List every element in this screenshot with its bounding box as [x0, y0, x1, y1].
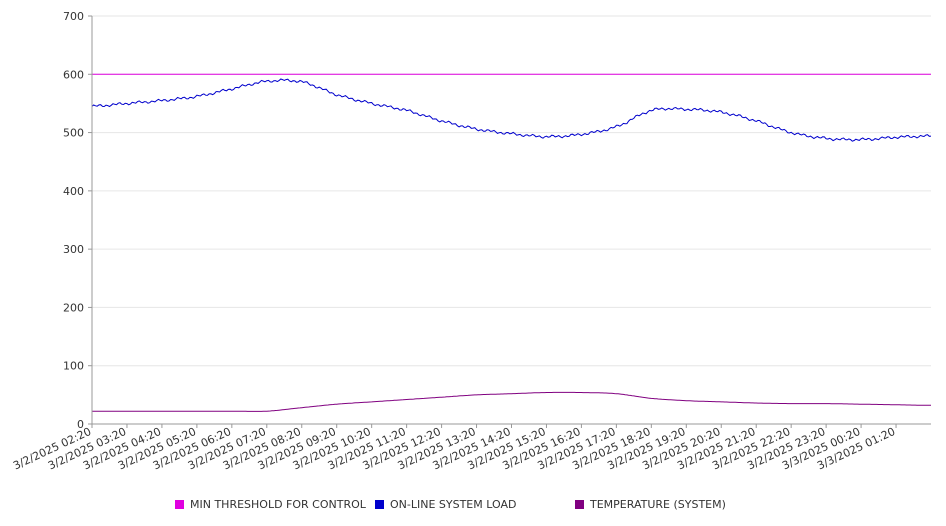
- legend-swatch-min-threshold: [175, 500, 184, 509]
- y-tick-label: 0: [77, 418, 84, 431]
- x-axis-ticks: 3/2/2025 02:203/2/2025 03:203/2/2025 04:…: [11, 424, 897, 472]
- legend-swatch-system-load: [375, 500, 384, 509]
- legend-label-system-load: ON-LINE SYSTEM LOAD: [390, 498, 517, 511]
- series-line-1: [91, 78, 932, 142]
- legend: MIN THRESHOLD FOR CONTROL ON-LINE SYSTEM…: [175, 498, 875, 514]
- y-tick-label: 700: [63, 10, 84, 23]
- y-tick-label: 200: [63, 301, 84, 314]
- legend-item-temperature[interactable]: TEMPERATURE (SYSTEM): [575, 498, 726, 511]
- legend-swatch-temperature: [575, 500, 584, 509]
- legend-label-min-threshold: MIN THRESHOLD FOR CONTROL: [190, 498, 366, 511]
- y-tick-label: 600: [63, 68, 84, 81]
- y-tick-label: 500: [63, 127, 84, 140]
- legend-item-min-threshold[interactable]: MIN THRESHOLD FOR CONTROL: [175, 498, 366, 511]
- legend-item-system-load[interactable]: ON-LINE SYSTEM LOAD: [375, 498, 516, 511]
- y-tick-label: 100: [63, 360, 84, 373]
- series-lines: [91, 73, 932, 412]
- y-tick-label: 400: [63, 185, 84, 198]
- y-tick-label: 300: [63, 243, 84, 256]
- y-axis-ticks: 0 100 200 300 400 500 600 700: [63, 10, 92, 431]
- legend-label-temperature: TEMPERATURE (SYSTEM): [590, 498, 726, 511]
- series-line-2: [92, 391, 931, 412]
- gridlines: [92, 15, 931, 367]
